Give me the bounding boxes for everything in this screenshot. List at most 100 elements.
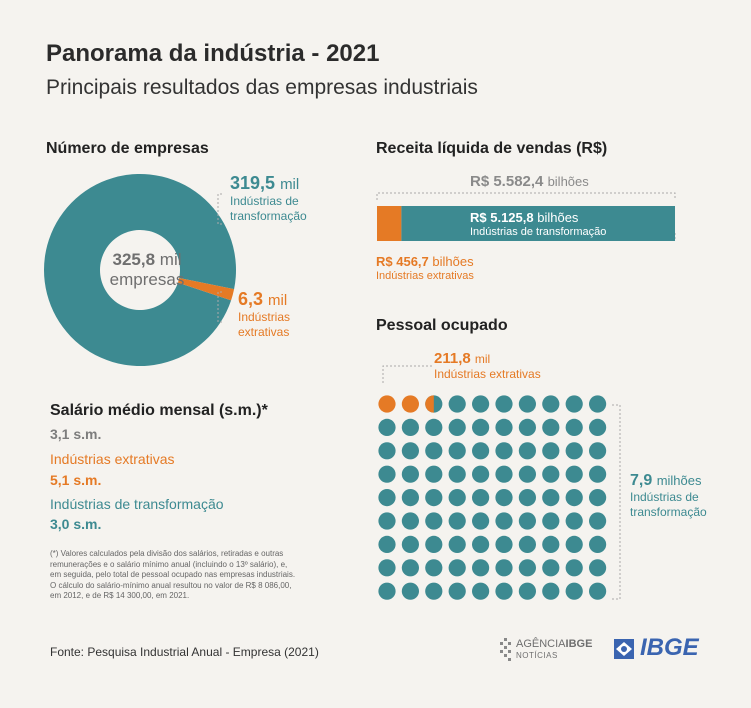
- empresas-extr-text2: extrativas: [238, 325, 290, 339]
- dot-transformacao: [589, 442, 607, 460]
- ibge-logo-text: IBGE: [640, 634, 699, 661]
- dot-transformacao: [542, 489, 560, 507]
- empresas-leader-lines: [217, 193, 222, 323]
- pessoal-extr-label: 211,8 mil Indústrias extrativas: [434, 350, 541, 382]
- dot-transformacao: [401, 535, 419, 553]
- dot-transformacao: [518, 512, 536, 530]
- donut-slice-extrativas: [177, 277, 235, 301]
- dot-transformacao: [401, 465, 419, 483]
- footnote-line: (*) Valores calculados pela divisão dos …: [50, 549, 284, 558]
- empresas-heading: Número de empresas: [46, 140, 209, 157]
- dot-transformacao: [495, 512, 513, 530]
- footnote-line: em 2012, e de R$ 14 300,00, em 2021.: [50, 591, 190, 600]
- dot-transformacao: [425, 512, 443, 530]
- dot-transformacao: [448, 535, 466, 553]
- empresas-transf-label: 319,5 mil Indústrias de transformação: [230, 173, 307, 224]
- dot-transformacao: [495, 442, 513, 460]
- agencia-logo-text: AGÊNCIA: [516, 638, 566, 650]
- pessoal-transf-text2: transformação: [630, 505, 707, 519]
- dot-transformacao: [542, 418, 560, 436]
- dot-transformacao: [589, 489, 607, 507]
- donut-center-text: empresas: [109, 270, 185, 289]
- dot-transformacao: [495, 465, 513, 483]
- empresas-transf-text1: Indústrias de: [230, 194, 299, 208]
- empresas-extr-text1: Indústrias: [238, 310, 291, 324]
- dot-transformacao: [425, 442, 443, 460]
- dot-transformacao: [589, 512, 607, 530]
- pessoal-transf-label: 7,9 milhões Indústrias de transformação: [630, 472, 707, 520]
- page-subtitle: Principais resultados das empresas indus…: [46, 76, 478, 99]
- agencia-ibge-logo-icon: [500, 638, 511, 661]
- dot-transformacao: [542, 512, 560, 530]
- dot-transformacao: [448, 559, 466, 577]
- dot-transformacao: [472, 465, 490, 483]
- page-title: Panorama da indústria - 2021: [46, 40, 380, 67]
- dot-extrativas: [378, 395, 396, 413]
- empresas-donut-chart: [44, 173, 237, 366]
- dot-transformacao: [378, 442, 396, 460]
- dot-extrativas: [401, 395, 419, 413]
- footnote-line: O cálculo do salário-mínimo anual result…: [50, 580, 292, 590]
- dot-transformacao: [565, 442, 583, 460]
- dot-transformacao: [425, 489, 443, 507]
- dot-transformacao: [378, 535, 396, 553]
- dot-transformacao: [378, 489, 396, 507]
- donut-center-value: 325,8: [112, 250, 156, 269]
- empresas-transf-text2: transformação: [230, 209, 307, 223]
- dot-grid: [378, 395, 607, 600]
- dot-transformacao: [472, 418, 490, 436]
- dot-transformacao: [495, 489, 513, 507]
- dot-transformacao: [448, 582, 466, 600]
- pessoal-dot-chart: [378, 365, 621, 600]
- dot-transformacao: [542, 395, 560, 413]
- dot-transformacao: [518, 418, 536, 436]
- dot-transformacao: [542, 582, 560, 600]
- empresas-transf-value: 319,5: [230, 173, 276, 193]
- dot-transformacao: [401, 442, 419, 460]
- receita-total-unit: bilhões: [547, 174, 589, 189]
- dot-transformacao: [542, 442, 560, 460]
- dot-transformacao: [401, 489, 419, 507]
- receita-bar-extrativas: [377, 206, 402, 241]
- receita-transf-text: Indústrias de transformação: [470, 226, 607, 238]
- donut-center-label: 325,8 mil empresas: [92, 250, 202, 290]
- receita-bar-transformacao: [401, 206, 676, 241]
- dot-transformacao: [565, 559, 583, 577]
- pessoal-transf-value: 7,9: [630, 472, 653, 489]
- receita-total-label: R$ 5.582,4 bilhões: [470, 173, 589, 190]
- dot-transformacao: [378, 418, 396, 436]
- pessoal-extr-unit: mil: [474, 352, 491, 366]
- dot-transformacao: [565, 535, 583, 553]
- receita-bar-chart: [376, 192, 676, 241]
- footnote-line: em seguida, pelo total de pessoal ocupad…: [50, 570, 296, 579]
- dot-transformacao: [542, 559, 560, 577]
- empresas-transf-unit: mil: [280, 176, 300, 193]
- dot-transformacao: [425, 418, 443, 436]
- dot-transformacao: [565, 418, 583, 436]
- ibge-logo: IBGE: [610, 634, 710, 663]
- dot-transformacao: [495, 559, 513, 577]
- dot-transformacao: [448, 442, 466, 460]
- dot-transformacao: [378, 465, 396, 483]
- dot-transformacao: [448, 465, 466, 483]
- receita-heading: Receita líquida de vendas (R$): [376, 140, 608, 157]
- dot-transformacao: [518, 465, 536, 483]
- dot-transformacao: [472, 489, 490, 507]
- dot-transformacao: [378, 582, 396, 600]
- dot-transformacao: [401, 512, 419, 530]
- pessoal-heading: Pessoal ocupado: [376, 317, 508, 334]
- dot-transformacao: [565, 465, 583, 483]
- dot-transformacao: [565, 489, 583, 507]
- dot-transformacao: [518, 582, 536, 600]
- pessoal-transf-unit: milhões: [656, 473, 702, 488]
- dot-transformacao: [542, 465, 560, 483]
- dot-transformacao: [589, 465, 607, 483]
- dot-transformacao: [401, 559, 419, 577]
- dot-transformacao: [448, 489, 466, 507]
- dot-transformacao: [589, 418, 607, 436]
- receita-transf-value: R$ 5.125,8: [470, 210, 534, 225]
- agencia-logo-ibge: IBGE: [565, 638, 593, 650]
- donut-center-unit: mil: [159, 250, 182, 269]
- dot-transformacao: [401, 582, 419, 600]
- dot-transformacao: [472, 512, 490, 530]
